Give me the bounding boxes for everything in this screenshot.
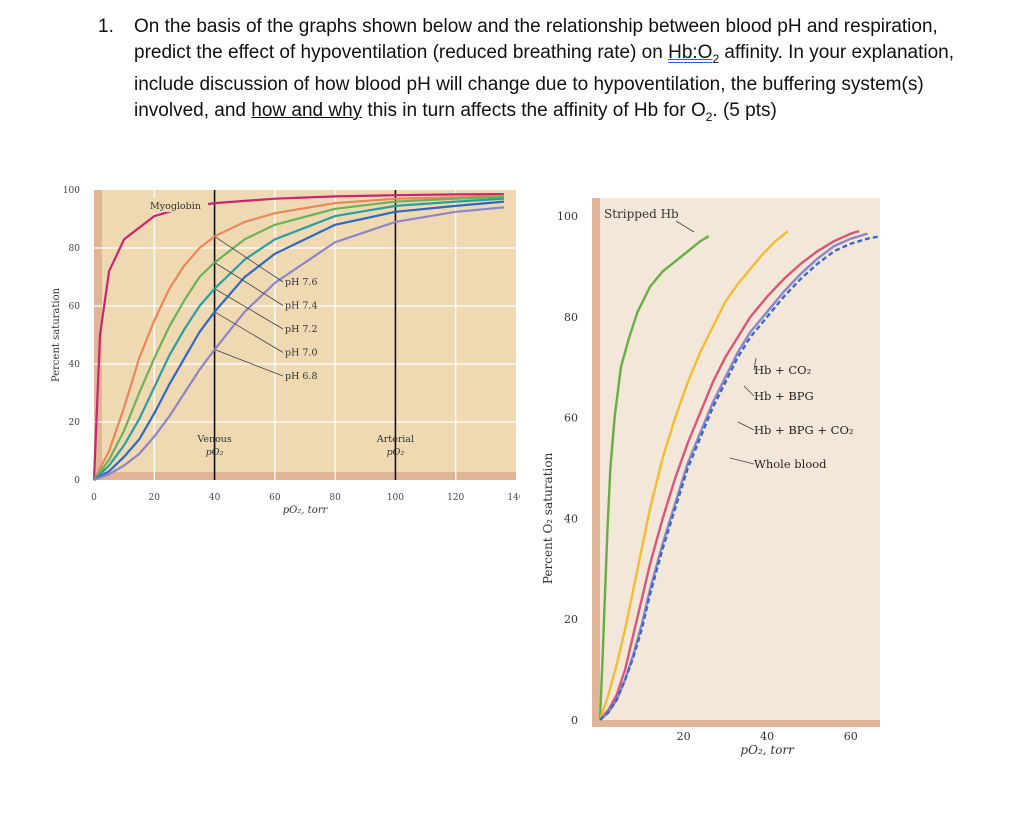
y-tick-label-2: 60 xyxy=(564,412,578,425)
x-tick-label-2: 40 xyxy=(760,730,774,743)
y-tick-label-1: 80 xyxy=(69,244,81,254)
y-axis-bar-1 xyxy=(94,190,102,480)
x-axis-bar-2 xyxy=(592,720,880,727)
label-myoglobin: Myoglobin xyxy=(150,201,201,212)
label-hb-bpg: Hb + BPG xyxy=(754,389,814,403)
leader-line xyxy=(753,357,757,371)
leader-line xyxy=(214,262,284,306)
leader-line xyxy=(737,421,755,431)
label-ph-7-4: pH 7.4 xyxy=(285,301,318,312)
question-number: 1. xyxy=(98,16,114,37)
series-line-hb-co- xyxy=(598,230,789,721)
x-tick-label-1: 140 xyxy=(507,493,520,503)
y-axis-label-1: Percent saturation xyxy=(51,287,62,382)
label-hb-co-: Hb + CO₂ xyxy=(754,363,811,377)
y-axis-label-2: Percent O₂ saturation xyxy=(541,452,555,584)
x-axis-bar-1 xyxy=(94,472,516,480)
y-axis-bar-2 xyxy=(592,198,600,720)
label-hb-bpg-co-: Hb + BPG + CO₂ xyxy=(754,423,854,437)
venous-label: Venous xyxy=(196,434,232,445)
label-ph-7-0: pH 7.0 xyxy=(285,348,318,359)
label-whole-blood: Whole blood xyxy=(754,457,827,471)
how-and-why-term: how and why xyxy=(251,99,363,121)
y-tick-label-1: 0 xyxy=(74,476,80,486)
series-line-ph-7-2 xyxy=(93,197,504,481)
x-axis-label-1: pO₂, torr xyxy=(283,505,329,516)
x-tick-label-1: 120 xyxy=(447,493,464,503)
label-stripped-hb: Stripped Hb xyxy=(604,207,679,221)
series-line-stripped-hb xyxy=(598,235,710,721)
label-ph-6-8: pH 6.8 xyxy=(285,371,318,382)
x-tick-label-1: 20 xyxy=(149,493,161,503)
x-axis-label-2: pO₂, torr xyxy=(740,743,795,757)
hb-o2-term: Hb:O2 xyxy=(668,42,720,66)
x-tick-label-1: 60 xyxy=(269,493,281,503)
series-line-hb-bpg-co- xyxy=(599,232,868,721)
arterial-po2-label: pO₂ xyxy=(387,447,405,458)
plot-area-2 xyxy=(592,198,880,720)
series-line-ph-7-6 xyxy=(93,194,504,481)
y-tick-label-2: 0 xyxy=(571,714,578,727)
y-tick-label-1: 40 xyxy=(69,360,81,370)
venous-po2-label: pO₂ xyxy=(206,447,224,458)
y-tick-label-2: 100 xyxy=(557,210,578,223)
y-tick-label-1: 100 xyxy=(63,186,80,196)
series-line-ph-7-4 xyxy=(93,195,504,481)
question-text-part2: affinity. In your explanation, include d… xyxy=(134,42,954,121)
question-text-part4: . (5 pts) xyxy=(712,99,777,121)
ph-saturation-chart: 0 20 40 60 80 100 0 20 40 60 80 100 120 140 pO₂, torr P… xyxy=(51,186,520,516)
x-tick-label-2: 60 xyxy=(844,730,858,743)
x-tick-label-1: 40 xyxy=(209,493,221,503)
question-text-part3: this in turn affects the affinity of Hb … xyxy=(362,99,706,121)
series-line-whole-blood xyxy=(599,235,881,721)
plot-area-1 xyxy=(94,190,516,480)
series-line-hb-bpg xyxy=(599,229,860,721)
bpg-co2-saturation-chart: 0 20 40 60 80 100 20 40 60 pO₂, torr Percent O₂ sa… xyxy=(541,198,881,757)
leader-line xyxy=(214,311,284,353)
question-text-part1: On the basis of the graphs shown below a… xyxy=(134,16,938,63)
leader-line xyxy=(214,349,284,377)
leader-line xyxy=(729,457,755,465)
o2-subscript: 2 xyxy=(705,109,713,124)
leader-line xyxy=(214,236,284,283)
x-tick-label-1: 100 xyxy=(387,493,404,503)
label-ph-7-2: pH 7.2 xyxy=(285,324,318,335)
y-tick-label-2: 20 xyxy=(564,613,578,626)
leader-line xyxy=(743,385,755,397)
series-line-ph-7-0 xyxy=(93,200,504,481)
series-line-ph-6-8 xyxy=(93,206,504,482)
label-bg-myoglobin xyxy=(146,198,208,212)
leader-line xyxy=(675,220,695,233)
y-tick-label-1: 60 xyxy=(69,302,81,312)
x-tick-label-1: 80 xyxy=(329,493,341,503)
x-tick-label-1: 0 xyxy=(91,493,97,503)
question-text: On the basis of the graphs shown below a… xyxy=(134,14,996,130)
y-tick-label-2: 40 xyxy=(564,512,578,525)
arterial-label: Arterial xyxy=(376,434,414,445)
y-tick-label-1: 20 xyxy=(69,418,81,428)
label-ph-7-6: pH 7.6 xyxy=(285,277,318,288)
x-tick-label-2: 20 xyxy=(677,730,691,743)
y-tick-label-2: 80 xyxy=(564,311,578,324)
leader-line xyxy=(214,288,284,330)
